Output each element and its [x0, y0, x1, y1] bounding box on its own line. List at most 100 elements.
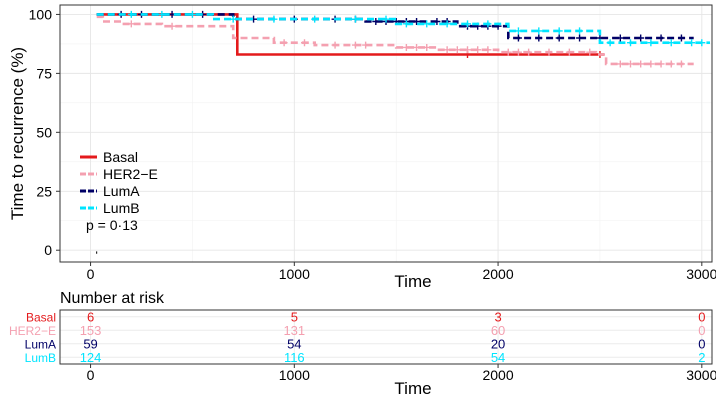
- censor-mark: [484, 20, 492, 28]
- risk-x-tick-label: 1000: [279, 367, 310, 383]
- censor-mark: [698, 39, 706, 47]
- censor-mark: [667, 39, 675, 47]
- risk-row-basal: Basal 6 5 3 0: [26, 309, 705, 324]
- risk-count: 153: [80, 323, 102, 338]
- censor-mark: [535, 34, 543, 42]
- risk-count: 60: [491, 323, 505, 338]
- legend-item-basal: Basal: [80, 149, 138, 165]
- p-value: p = 0·13: [86, 217, 138, 233]
- censor-mark: [688, 39, 696, 47]
- censor-mark: [433, 18, 441, 26]
- censor-mark: [637, 34, 645, 42]
- series-lumb: [96, 10, 710, 47]
- x-axis-label: Time: [394, 272, 431, 291]
- censor-mark: [158, 10, 166, 18]
- risk-x-axis-label: Time: [394, 379, 431, 398]
- legend-item-lumb: LumB: [80, 200, 140, 216]
- y-axis-label: Time to recurrence (%): [8, 47, 27, 220]
- censor-mark: [423, 20, 431, 28]
- y-tick-label: 50: [36, 124, 52, 140]
- x-tick-label: 0: [87, 266, 95, 282]
- censor-mark: [545, 48, 553, 56]
- censor-mark: [647, 39, 655, 47]
- risk-count: 131: [283, 323, 305, 338]
- censor-mark: [677, 34, 685, 42]
- censor-mark: [647, 60, 655, 68]
- risk-count: 3: [494, 309, 501, 324]
- censor-mark: [362, 41, 370, 49]
- legend-label: Basal: [103, 149, 138, 165]
- series-line-lumb: [96, 13, 710, 45]
- legend-item-her2-e: HER2−E: [80, 166, 158, 182]
- censor-mark: [576, 34, 584, 42]
- censor-mark: [443, 20, 451, 28]
- y-tick-label: 100: [29, 6, 53, 22]
- censor-mark: [657, 60, 665, 68]
- censor-mark: [351, 15, 359, 23]
- plot-border: [59, 4, 713, 263]
- legend-item-luma: LumA: [80, 183, 140, 199]
- censor-mark: [504, 48, 512, 56]
- censor-mark: [413, 18, 421, 26]
- censor-mark: [474, 46, 482, 54]
- risk-row-label: HER2−E: [9, 324, 56, 338]
- y-tick-label: 25: [36, 183, 52, 199]
- censor-mark: [514, 48, 522, 56]
- censor-mark: [525, 48, 533, 56]
- series-line-her2-e: [96, 15, 694, 66]
- censor-mark: [270, 15, 278, 23]
- censor-mark: [464, 20, 471, 28]
- censor-mark: [514, 27, 522, 35]
- censor-mark: [555, 34, 563, 42]
- risk-table-background: [60, 310, 712, 364]
- censor-mark: [535, 27, 543, 35]
- censor-mark: [637, 60, 645, 68]
- censor-mark: [627, 39, 634, 47]
- y-tick-label: 75: [36, 65, 52, 81]
- legend-label: LumA: [103, 183, 140, 199]
- censor-mark: [188, 10, 196, 18]
- risk-count: 54: [491, 350, 505, 365]
- plot-background: [60, 5, 712, 262]
- risk-count: 116: [284, 350, 305, 365]
- risk-count: 0: [698, 336, 705, 351]
- censor-mark: [514, 34, 522, 42]
- risk-x-tick-label: 2000: [482, 367, 513, 383]
- censor-mark: [423, 43, 431, 51]
- risk-count: 2: [698, 350, 705, 365]
- censor-mark: [127, 20, 135, 28]
- risk-row-luma: LumA 59 54 20 0: [25, 336, 706, 351]
- censor-mark: [311, 15, 319, 23]
- censor-mark: [413, 43, 421, 51]
- censor-mark: [402, 43, 410, 51]
- censor-mark: [168, 22, 176, 30]
- risk-row-label: LumA: [25, 337, 56, 351]
- censor-mark: [576, 27, 584, 35]
- risk-count: 5: [291, 309, 298, 324]
- censor-mark: [606, 39, 614, 47]
- x-tick-label: 2000: [482, 266, 513, 282]
- censor-mark: [586, 48, 594, 56]
- risk-row-label: Basal: [26, 310, 56, 324]
- legend-label: LumB: [103, 200, 140, 216]
- risk-row-label: LumB: [25, 351, 56, 365]
- risk-table-border: [59, 309, 713, 365]
- censor-mark: [127, 10, 135, 18]
- censor-mark: [565, 48, 573, 56]
- series-her2-e: [96, 15, 694, 68]
- censor-mark: [616, 60, 624, 68]
- censor-mark: [382, 15, 390, 23]
- censor-mark: [484, 46, 492, 54]
- censor-mark: [555, 27, 563, 35]
- censor-mark: [677, 60, 685, 68]
- censor-mark: [280, 39, 288, 47]
- censor-mark: [372, 18, 380, 26]
- censor-mark: [402, 20, 410, 28]
- risk-x-tick-label: 0: [87, 367, 95, 383]
- risk-count: 6: [87, 309, 94, 324]
